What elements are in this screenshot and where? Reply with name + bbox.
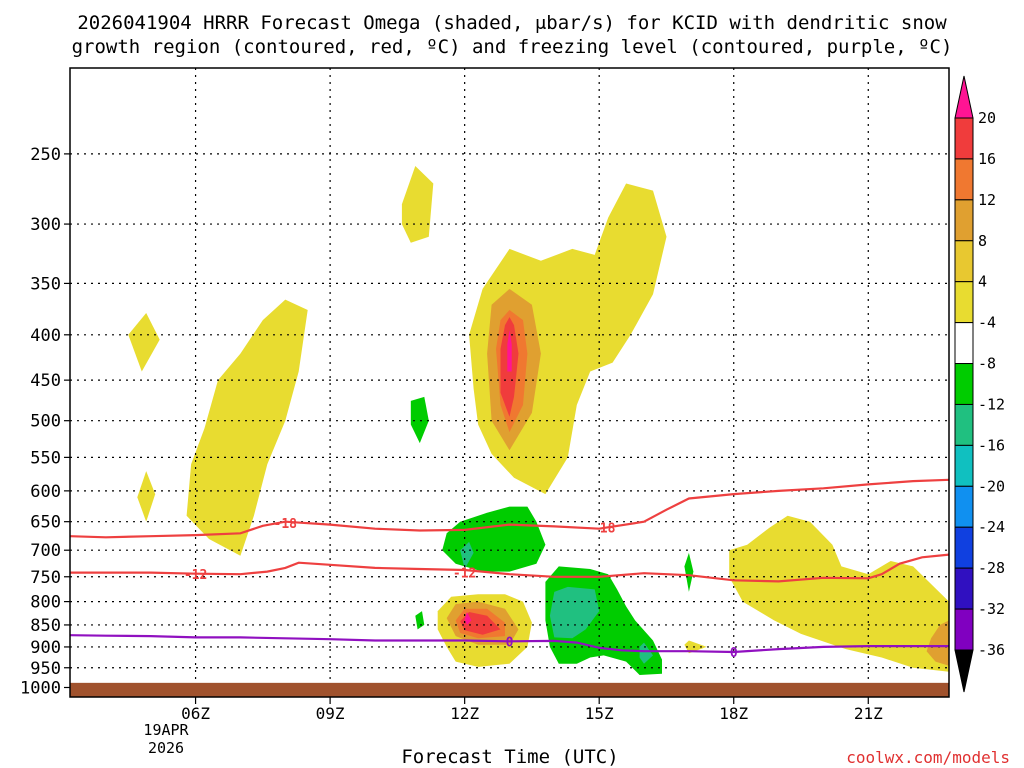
colorbar-bin-9 xyxy=(954,485,974,528)
y-tick-label-600: 600 xyxy=(30,482,61,502)
y-tick-label-250: 250 xyxy=(30,145,61,165)
contour-label-dgz-minus12-0: -12 xyxy=(184,568,207,583)
y-tick-label-750: 750 xyxy=(30,568,61,588)
colorbar-label--28: -28 xyxy=(978,559,1005,577)
chart-title-line2: growth region (contoured, red, ºC) and f… xyxy=(72,36,953,58)
omega-green-thin-17z xyxy=(684,552,694,592)
colorbar-label-8: 8 xyxy=(978,232,987,250)
contour-label-dgz-minus18-1: -18 xyxy=(592,522,616,537)
colorbar-bin-1 xyxy=(954,158,974,201)
contour-label-freezing-level-0-1: 0 xyxy=(730,646,738,661)
x-tick-label-12Z: 12Z xyxy=(450,704,479,723)
omega-yellow-small-17z xyxy=(684,640,707,654)
y-tick-label-550: 550 xyxy=(30,448,61,468)
colorbar-label-20: 20 xyxy=(978,109,996,127)
contour-label-dgz-minus18-0: -18 xyxy=(274,517,298,532)
colorbar-bin-7 xyxy=(954,403,974,446)
omega-colorbar: 20 16 12 8 4 -4 -8 -12 -16 -20 -24 -28 -32 -36 xyxy=(954,75,1005,693)
omega-yellow-blob-270 xyxy=(401,166,434,243)
y-tick-label-900: 900 xyxy=(30,638,61,658)
contour-freezing-level-0 xyxy=(70,634,949,654)
y-tick-label-350: 350 xyxy=(30,274,61,294)
colorbar-label-12: 12 xyxy=(978,191,996,209)
ground-surface-bar xyxy=(70,682,949,697)
y-tick-label-700: 700 xyxy=(30,541,61,561)
y-tick-label-850: 850 xyxy=(30,616,61,636)
x-axis-label: Forecast Time (UTC) xyxy=(401,746,618,768)
colorbar-bin-6 xyxy=(954,363,974,405)
colorbar-label--20: -20 xyxy=(978,477,1005,495)
colorbar-label--8: -8 xyxy=(978,355,996,373)
omega-yellow-blob-620 xyxy=(137,471,156,522)
date-label-year: 2026 xyxy=(148,739,184,757)
omega-teal-lower-16z xyxy=(639,642,653,664)
chart-title-line1: 2026041904 HRRR Forecast Omega (shaded, … xyxy=(77,12,947,34)
x-tick-label-09Z: 09Z xyxy=(316,704,345,723)
y-tick-label-500: 500 xyxy=(30,412,61,432)
omega-green-blob-500 xyxy=(410,396,429,444)
plot-area: -18 -18 -12 -12 0 0 xyxy=(70,68,949,697)
omega-teal-12z xyxy=(460,541,474,569)
y-tick-label-450: 450 xyxy=(30,371,61,391)
colorbar-label--12: -12 xyxy=(978,395,1005,413)
colorbar-bin-3 xyxy=(954,240,974,283)
contour-label-freezing-level-0-0: 0 xyxy=(506,635,514,650)
omega-orange-right xyxy=(926,620,949,666)
colorbar-bin-2 xyxy=(954,199,974,242)
omega-green-low-level-12z xyxy=(442,506,546,572)
colorbar-bin-0 xyxy=(954,117,974,160)
omega-yellow-right xyxy=(729,515,949,672)
x-tick-label-21Z: 21Z xyxy=(854,704,883,723)
colorbar-label-16: 16 xyxy=(978,150,996,168)
omega-teal-lower-15z xyxy=(549,586,600,639)
omega-yellow-plume-early xyxy=(186,299,308,556)
colorbar-bin-4 xyxy=(954,281,974,324)
colorbar-label--32: -32 xyxy=(978,600,1005,618)
omega-yellow-blob-400 xyxy=(128,313,160,372)
y-tick-label-800: 800 xyxy=(30,593,61,613)
y-tick-label-300: 300 xyxy=(30,215,61,235)
date-label-day: 19APR xyxy=(143,721,189,739)
plot-frame xyxy=(69,67,950,698)
colorbar-label--24: -24 xyxy=(978,518,1005,536)
colorbar-label--36: -36 xyxy=(978,641,1005,659)
x-tick-label-15Z: 15Z xyxy=(585,704,614,723)
y-tick-label-650: 650 xyxy=(30,513,61,533)
time-axis: 06Z 09Z 12Z 15Z 18Z 21Z xyxy=(181,697,883,723)
omega-red-lower-12z xyxy=(460,612,501,635)
colorbar-bin-5 xyxy=(954,322,974,365)
y-tick-label-1000: 1000 xyxy=(20,678,61,698)
colorbar-label--4: -4 xyxy=(978,314,996,332)
colorbar-bin-10 xyxy=(954,526,974,569)
colorbar-top-arrow xyxy=(954,75,974,119)
y-tick-label-950: 950 xyxy=(30,659,61,679)
colorbar-bin-8 xyxy=(954,444,974,487)
credit-link[interactable]: coolwx.com/models xyxy=(846,748,1010,767)
colorbar-bottom-arrow xyxy=(954,649,974,693)
x-tick-label-06Z: 06Z xyxy=(181,704,210,723)
contour-layer: -18 -18 -12 -12 0 0 xyxy=(70,478,949,661)
y-tick-label-400: 400 xyxy=(30,326,61,346)
contour-dgz-minus18 xyxy=(70,478,949,539)
colorbar-label-4: 4 xyxy=(978,273,987,291)
colorbar-label--16: -16 xyxy=(978,436,1005,454)
colorbar-bin-12 xyxy=(954,608,974,651)
omega-pink-core-400 xyxy=(507,330,512,372)
x-tick-label-18Z: 18Z xyxy=(719,704,748,723)
contour-label-dgz-minus12-1: -12 xyxy=(453,567,476,582)
omega-green-small-850 xyxy=(415,611,425,630)
contour-dgz-minus12 xyxy=(70,553,949,583)
omega-shading-layer xyxy=(128,166,949,675)
pressure-axis: 2503003504004505005506006507007508008509… xyxy=(20,145,70,698)
omega-pink-lower-12z xyxy=(464,612,472,625)
colorbar-bin-11 xyxy=(954,567,974,610)
